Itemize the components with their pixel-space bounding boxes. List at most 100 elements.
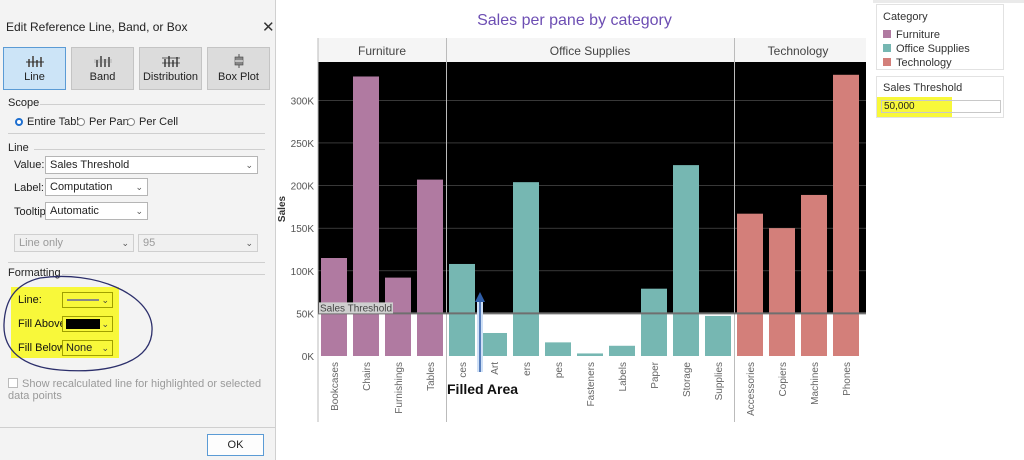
confidence-percent-select[interactable]: 95 ⌄	[138, 234, 258, 252]
chart-title: Sales per pane by category	[477, 12, 672, 29]
parameter-input[interactable]: 50,000	[881, 100, 1001, 113]
percent-text: 95	[143, 237, 156, 249]
value-select[interactable]: Sales Threshold ⌄	[45, 156, 258, 174]
y-tick-label: 50K	[296, 309, 314, 320]
y-axis-title: Sales	[277, 195, 288, 222]
reference-line-icon	[25, 56, 44, 67]
footer-divider	[0, 427, 275, 428]
bar-chart: 0K 50K 100K 150K 200K 250K 300K Sales Bookcases C…	[277, 38, 866, 422]
bar-accessories	[737, 213, 763, 356]
label-label: Label:	[14, 182, 44, 194]
fill-below-dropdown[interactable]: None ⌄	[62, 340, 113, 356]
confidence-line-select[interactable]: Line only ⌄	[14, 234, 134, 252]
x-tick-label: Machines	[810, 362, 821, 405]
recalc-checkbox-row[interactable]: Show recalculated line for highlighted o…	[8, 378, 275, 402]
line-type-button[interactable]: Line	[3, 47, 66, 90]
line-section-label: Line	[8, 142, 29, 154]
ok-button[interactable]: OK	[207, 434, 264, 456]
legend-item-technology[interactable]: Technology	[883, 57, 952, 69]
legend-item-furniture[interactable]: Furniture	[883, 29, 940, 41]
bar-envelopes	[545, 342, 571, 356]
line-bottom-divider	[8, 262, 265, 263]
bar-art	[481, 332, 507, 356]
tooltip-select[interactable]: Automatic ⌄	[45, 202, 148, 220]
scope-section-label: Scope	[8, 97, 40, 109]
x-tick-label: Paper	[650, 361, 661, 388]
value-select-text: Sales Threshold	[50, 159, 130, 171]
legend-label: Technology	[896, 57, 952, 69]
category-legend: Category Furniture Office Supplies Techn…	[876, 4, 1004, 70]
fill-above-color-swatch	[66, 319, 100, 329]
label-select[interactable]: Computation ⌄	[45, 178, 148, 196]
chevron-down-icon: ⌄	[101, 343, 109, 353]
distribution-icon	[161, 56, 180, 67]
tooltip-select-text: Automatic	[50, 205, 99, 217]
checkbox-icon	[8, 378, 18, 388]
line-style-dropdown[interactable]: ⌄	[62, 292, 113, 308]
bar-binders	[513, 182, 539, 356]
line-only-text: Line only	[19, 237, 64, 249]
tooltip-label: Tooltip:	[14, 206, 49, 218]
fill-below-value: None	[66, 342, 93, 354]
distribution-type-button[interactable]: Distribution	[139, 47, 202, 90]
top-toolbar-strip	[873, 0, 1024, 3]
bar-appliances	[449, 263, 475, 356]
y-tick-label: 150K	[291, 224, 315, 235]
pane-header-band	[318, 38, 866, 62]
scope-entire-table-label: Entire Table	[27, 116, 85, 128]
box-plot-type-label: Box Plot	[218, 71, 259, 83]
pane-header-furniture: Furniture	[358, 44, 406, 58]
arrow-head-icon	[475, 292, 485, 302]
x-tick-label: ers	[522, 362, 533, 376]
x-tick-label: Furnishings	[394, 362, 405, 414]
chevron-down-icon: ⌄	[101, 319, 109, 329]
box-plot-type-button[interactable]: Box Plot	[207, 47, 270, 90]
legend-swatch	[883, 58, 891, 66]
edit-reference-line-dialog: Edit Reference Line, Band, or Box ✕ Line…	[0, 0, 276, 460]
handdrawn-circle-annotation	[3, 275, 153, 372]
scope-entire-table-radio[interactable]: Entire Table	[15, 116, 85, 128]
pane-header-office-supplies: Office Supplies	[550, 44, 631, 58]
band-type-label: Band	[89, 71, 116, 83]
fill-above-dropdown[interactable]: ⌄	[62, 316, 113, 332]
bar-copiers	[769, 228, 795, 356]
chevron-down-icon: ⌄	[121, 238, 129, 248]
bar-paper	[641, 288, 667, 356]
formatting-section-label: Formatting	[8, 267, 61, 279]
bar-furnishings	[385, 277, 411, 356]
y-tick-label: 0K	[302, 352, 315, 363]
fill-below-label: Fill Below:	[18, 342, 69, 354]
legend-label: Office Supplies	[896, 43, 970, 55]
value-label: Value:	[14, 159, 45, 171]
recalc-checkbox-label: Show recalculated line for highlighted o…	[8, 378, 262, 402]
x-tick-label: ces	[458, 362, 469, 378]
bar-fasteners	[577, 353, 603, 356]
bar-storage	[673, 165, 699, 356]
x-tick-label: Labels	[618, 362, 629, 391]
x-tick-label: Accessories	[746, 362, 757, 416]
scope-per-pane-radio[interactable]: Per Pane	[77, 116, 135, 128]
x-tick-label: Phones	[842, 362, 853, 396]
reference-line-label: Sales Threshold	[320, 303, 392, 314]
band-type-button[interactable]: Band	[71, 47, 134, 90]
x-tick-label: Art	[490, 362, 501, 375]
label-select-text: Computation	[50, 181, 113, 193]
chevron-down-icon: ⌄	[135, 206, 143, 216]
chevron-down-icon: ⌄	[101, 295, 109, 305]
chart-area: Sales per pane by category 0K 50K 100K 150K…	[277, 0, 872, 460]
line-divider	[34, 149, 265, 150]
x-tick-label: Copiers	[778, 362, 789, 396]
legend-title: Category	[883, 11, 928, 23]
line-type-label: Line	[24, 71, 45, 83]
radio-selected-icon	[15, 118, 23, 126]
filled-area-annotation: Filled Area	[447, 381, 518, 397]
scope-per-cell-radio[interactable]: Per Cell	[127, 116, 178, 128]
parameter-title: Sales Threshold	[883, 82, 963, 94]
fill-above-label: Fill Above:	[18, 318, 69, 330]
scope-per-pane-label: Per Pane	[89, 116, 135, 128]
legend-item-office-supplies[interactable]: Office Supplies	[883, 43, 970, 55]
bar-supplies	[705, 315, 731, 356]
close-icon[interactable]: ✕	[262, 19, 275, 36]
distribution-type-label: Distribution	[142, 71, 199, 83]
bar-labels	[609, 345, 635, 356]
